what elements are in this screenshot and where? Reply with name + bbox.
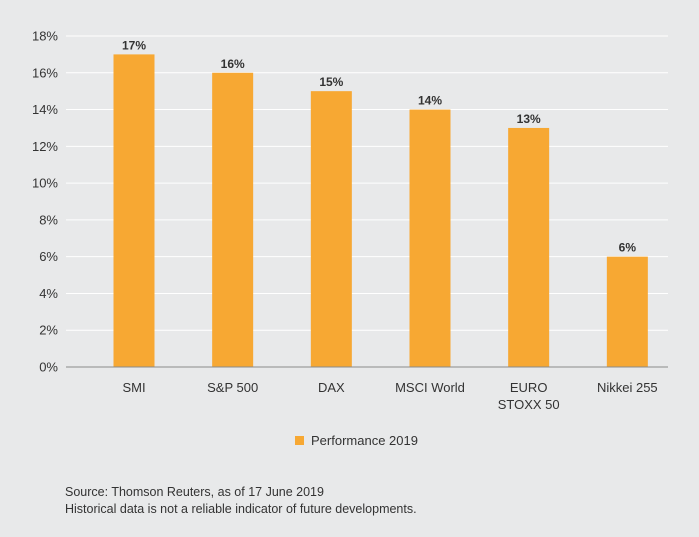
x-category-label: Nikkei 255 <box>597 380 658 395</box>
disclaimer-note: Historical data is not a reliable indica… <box>65 502 417 516</box>
y-tick-label: 4% <box>39 286 58 301</box>
y-tick-label: 6% <box>39 249 58 264</box>
y-tick-label: 8% <box>39 212 58 227</box>
legend-swatch <box>295 436 304 445</box>
legend: Performance 2019 <box>295 433 418 448</box>
legend-label: Performance 2019 <box>311 433 418 448</box>
source-note: Source: Thomson Reuters, as of 17 June 2… <box>65 485 324 499</box>
bar <box>113 54 155 368</box>
y-tick-label: 18% <box>32 29 58 44</box>
data-labels: 17% 16% 15% 14% 13% 6% <box>122 38 636 254</box>
x-category-label: DAX <box>318 380 345 395</box>
x-category-label: MSCI World <box>395 380 465 395</box>
gridlines <box>66 35 668 331</box>
y-tick-label: 12% <box>32 139 58 154</box>
y-tick-label: 14% <box>32 102 58 117</box>
bars <box>113 54 648 368</box>
footnote: Source: Thomson Reuters, as of 17 June 2… <box>65 484 417 518</box>
data-label: 13% <box>517 112 541 126</box>
data-label: 15% <box>319 75 343 89</box>
x-category-label: SMI <box>122 380 145 395</box>
x-category-label: S&P 500 <box>207 380 258 395</box>
y-tick-label: 10% <box>32 176 58 191</box>
data-label: 17% <box>122 38 146 52</box>
x-axis-categories: SMI S&P 500 DAX MSCI World EURO STOXX 50 Nikke… <box>122 380 657 412</box>
bar <box>409 109 451 368</box>
y-tick-label: 0% <box>39 360 58 375</box>
bar <box>606 256 648 367</box>
data-label: 14% <box>418 94 442 108</box>
y-tick-label: 16% <box>32 65 58 80</box>
bar <box>508 127 550 367</box>
bar <box>310 91 352 368</box>
data-label: 16% <box>221 57 245 71</box>
y-tick-label: 2% <box>39 323 58 338</box>
data-label: 6% <box>619 241 637 255</box>
x-category-label: STOXX 50 <box>498 397 560 412</box>
y-axis-ticks: 0% 2% 4% 6% 8% 10% 12% 14% 16% 18% <box>32 29 58 375</box>
x-category-label: EURO <box>510 380 548 395</box>
bar <box>212 72 254 368</box>
